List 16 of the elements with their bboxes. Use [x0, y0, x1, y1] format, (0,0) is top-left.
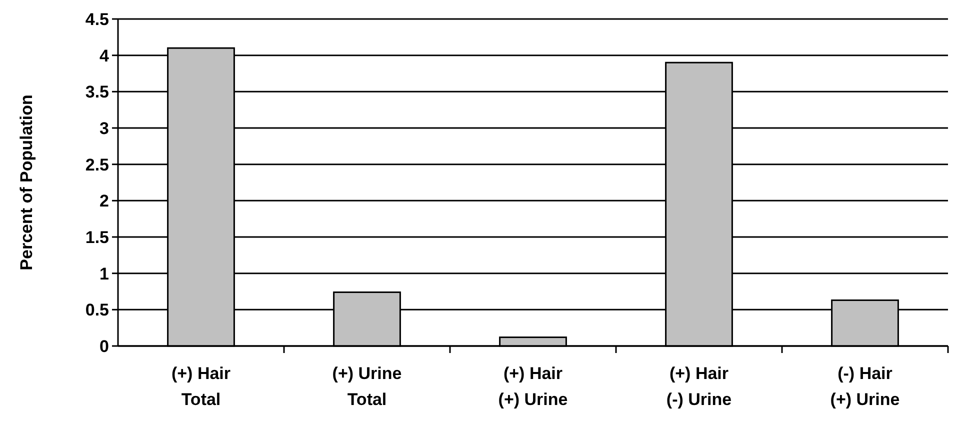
x-tick-label: (-) Hair (+) Urine: [830, 364, 900, 409]
y-tick-label: 0: [100, 336, 109, 356]
y-tick-label: 1: [100, 264, 109, 284]
y-axis-title: Percent of Population: [17, 94, 36, 270]
y-tick-label: 3.5: [85, 82, 109, 102]
y-tick-label: 1.5: [85, 228, 109, 247]
y-tick-label: 4.5: [85, 10, 109, 29]
y-tick-label: 3: [100, 118, 109, 138]
x-tick-label: (+) Hair (+) Urine: [498, 364, 568, 409]
x-tick-label: (+) Hair Total: [171, 364, 231, 409]
y-tick-label: 4: [100, 46, 110, 66]
x-tick-label: (+) Hair (-) Urine: [666, 364, 732, 409]
x-tick-label: (+) Urine Total: [332, 364, 402, 409]
y-tick-label: 2: [100, 192, 109, 211]
y-tick-label: 2.5: [85, 155, 109, 174]
y-tick-label: 0.5: [85, 300, 109, 320]
